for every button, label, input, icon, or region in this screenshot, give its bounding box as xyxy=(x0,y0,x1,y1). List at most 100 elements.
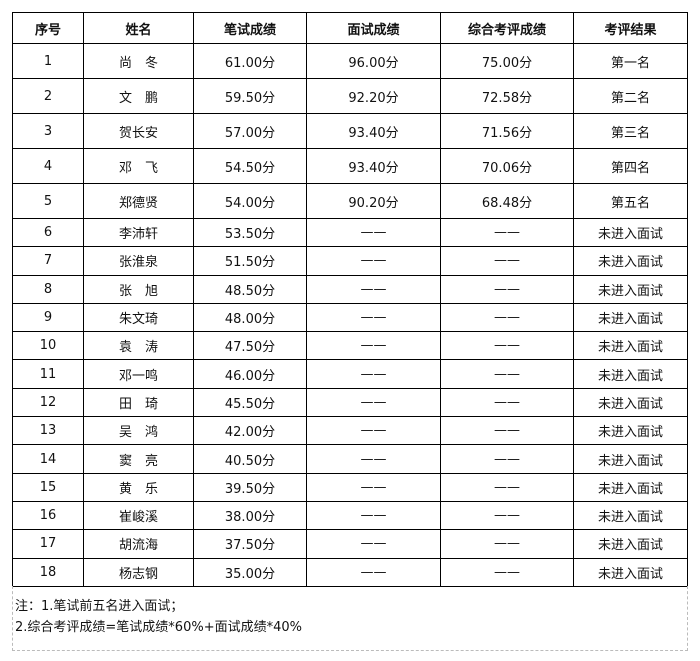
table-cell: 田 琦 xyxy=(83,387,194,418)
table-cell: 47.50分 xyxy=(193,331,307,361)
table-cell: —— xyxy=(440,331,574,361)
table-cell: 1 xyxy=(12,43,84,79)
header-cell: 序号 xyxy=(12,12,84,44)
table-cell: 郑德贤 xyxy=(83,183,194,219)
table-row: 18 杨志钢 35.00分 —— —— 未进入面试 xyxy=(12,557,688,587)
table-cell: 93.40分 xyxy=(306,148,441,184)
table-cell: 5 xyxy=(12,183,84,219)
table-cell: —— xyxy=(440,557,574,587)
header-row: 序号 姓名 笔试成绩 面试成绩 综合考评成绩 考评结果 xyxy=(12,12,688,44)
table-cell: 90.20分 xyxy=(306,183,441,219)
table-row: 5 郑德贤 54.00分 90.20分 68.48分 第五名 xyxy=(12,183,688,219)
table-row: 3 贺长安 57.00分 93.40分 71.56分 第三名 xyxy=(12,113,688,149)
table-cell: 14 xyxy=(12,444,84,474)
table-cell: 46.00分 xyxy=(193,359,307,389)
table-cell: 7 xyxy=(12,246,84,276)
table-cell: —— xyxy=(306,557,441,587)
table-cell: 尚 冬 xyxy=(83,43,194,79)
table-row: 17 胡流海 37.50分 —— —— 未进入面试 xyxy=(12,529,688,559)
table-cell: 未进入面试 xyxy=(573,416,688,446)
note-1: 注：1.笔试前五名进入面试； xyxy=(15,599,184,614)
table-cell: 71.56分 xyxy=(440,113,574,149)
table-cell: 文 鹏 xyxy=(83,78,194,114)
table-cell: 未进入面试 xyxy=(573,387,688,418)
table-row: 10 袁 涛 47.50分 —— —— 未进入面试 xyxy=(12,331,688,361)
table-cell: 3 xyxy=(12,113,84,149)
table-cell: 未进入面试 xyxy=(573,302,688,333)
table-row: 6 李沛轩 53.50分 —— —— 未进入面试 xyxy=(12,217,688,248)
table-cell: 未进入面试 xyxy=(573,359,688,389)
table-cell: 李沛轩 xyxy=(83,217,194,248)
table-row: 7 张淮泉 51.50分 —— —— 未进入面试 xyxy=(12,246,688,276)
table-row: 9 朱文琦 48.00分 —— —— 未进入面试 xyxy=(12,302,688,333)
table-cell: —— xyxy=(306,500,441,531)
notes: 注：1.笔试前五名进入面试； 2.综合考评成绩=笔试成绩*60%+面试成绩*40… xyxy=(12,586,688,651)
header-cell: 面试成绩 xyxy=(306,12,441,44)
table-cell: —— xyxy=(440,500,574,531)
table-cell: 未进入面试 xyxy=(573,246,688,276)
table-cell: 吴 鸿 xyxy=(83,416,194,446)
table-cell: 54.00分 xyxy=(193,183,307,219)
table-cell: 57.00分 xyxy=(193,113,307,149)
table-cell: 未进入面试 xyxy=(573,274,688,304)
table-cell: —— xyxy=(306,217,441,248)
table-cell: 54.50分 xyxy=(193,148,307,184)
table-cell: 8 xyxy=(12,274,84,304)
table-cell: 袁 涛 xyxy=(83,331,194,361)
table-cell: 18 xyxy=(12,557,84,587)
table-cell: 53.50分 xyxy=(193,217,307,248)
table-cell: 39.50分 xyxy=(193,472,307,502)
table-cell: 第一名 xyxy=(573,43,688,79)
table-cell: —— xyxy=(440,274,574,304)
table-cell: 崔峻溪 xyxy=(83,500,194,531)
table-cell: 未进入面试 xyxy=(573,444,688,474)
table-cell: 12 xyxy=(12,387,84,418)
table-cell: —— xyxy=(306,246,441,276)
table-row: 13 吴 鸿 42.00分 —— —— 未进入面试 xyxy=(12,416,688,446)
table-cell: 61.00分 xyxy=(193,43,307,79)
table-cell: 17 xyxy=(12,529,84,559)
table-cell: —— xyxy=(440,246,574,276)
note-2: 2.综合考评成绩=笔试成绩*60%+面试成绩*40% xyxy=(15,620,302,635)
table-row: 12 田 琦 45.50分 —— —— 未进入面试 xyxy=(12,387,688,418)
table-cell: 37.50分 xyxy=(193,529,307,559)
table-cell: 第五名 xyxy=(573,183,688,219)
header-cell: 笔试成绩 xyxy=(193,12,307,44)
table-cell: —— xyxy=(306,359,441,389)
header-cell: 综合考评成绩 xyxy=(440,12,574,44)
table-cell: 51.50分 xyxy=(193,246,307,276)
table-cell: 未进入面试 xyxy=(573,331,688,361)
table-cell: 6 xyxy=(12,217,84,248)
table-cell: 11 xyxy=(12,359,84,389)
table-cell: 未进入面试 xyxy=(573,500,688,531)
table-cell: 16 xyxy=(12,500,84,531)
table-cell: 张 旭 xyxy=(83,274,194,304)
table-cell: 75.00分 xyxy=(440,43,574,79)
table-cell: 4 xyxy=(12,148,84,184)
table-cell: 10 xyxy=(12,331,84,361)
table-cell: —— xyxy=(306,331,441,361)
table-cell: —— xyxy=(306,472,441,502)
table-cell: 贺长安 xyxy=(83,113,194,149)
table-cell: 48.00分 xyxy=(193,302,307,333)
table-row: 11 邓一鸣 46.00分 —— —— 未进入面试 xyxy=(12,359,688,389)
table-cell: 72.58分 xyxy=(440,78,574,114)
table-cell: 13 xyxy=(12,416,84,446)
table-cell: —— xyxy=(440,302,574,333)
table-cell: 未进入面试 xyxy=(573,472,688,502)
table-row: 15 黄 乐 39.50分 —— —— 未进入面试 xyxy=(12,472,688,502)
table-cell: —— xyxy=(440,359,574,389)
table-cell: —— xyxy=(306,274,441,304)
table-cell: 38.00分 xyxy=(193,500,307,531)
table-row: 14 窦 亮 40.50分 —— —— 未进入面试 xyxy=(12,444,688,474)
table-cell: —— xyxy=(440,217,574,248)
table-cell: 9 xyxy=(12,302,84,333)
table-cell: 70.06分 xyxy=(440,148,574,184)
table-cell: 93.40分 xyxy=(306,113,441,149)
table-cell: —— xyxy=(306,529,441,559)
table-cell: —— xyxy=(440,472,574,502)
